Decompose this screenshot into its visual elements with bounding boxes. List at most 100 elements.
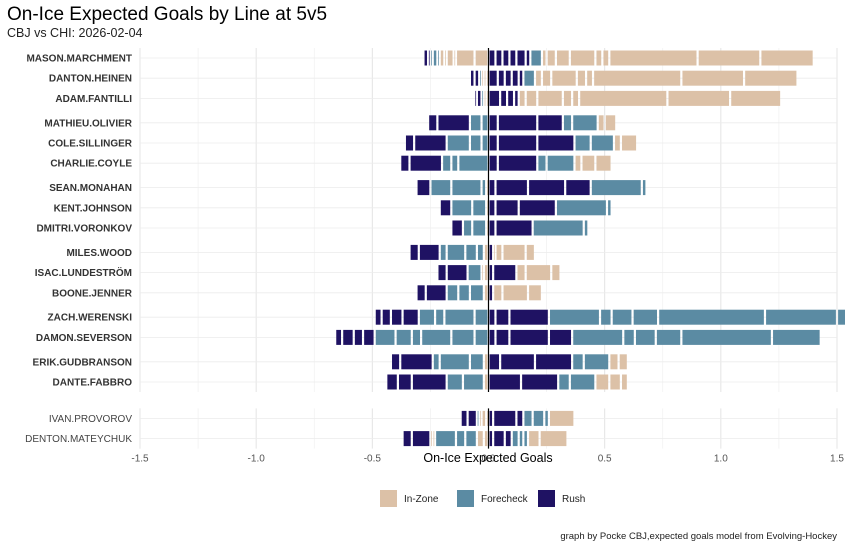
player-row: ISAC.LUNDESTRÖM — [35, 265, 837, 281]
shot-segment-in-zone — [484, 265, 488, 281]
shot-segment-in-zone — [552, 70, 576, 86]
shot-segment-in-zone — [519, 90, 525, 106]
shot-segment-rush — [501, 354, 534, 370]
shot-segment-forecheck — [573, 329, 623, 345]
shot-segment-rush — [410, 155, 441, 171]
player-label: SEAN.MONAHAN — [49, 183, 132, 194]
shot-segment-forecheck — [468, 265, 481, 281]
shot-segment-forecheck — [624, 329, 634, 345]
legend-label: In-Zone — [404, 494, 439, 505]
shot-segment-forecheck — [656, 329, 681, 345]
shot-segment-in-zone — [536, 70, 541, 86]
player-label: DANTE.FABBRO — [53, 378, 133, 389]
player-row: DANTON.HEINEN — [49, 70, 837, 86]
shot-segment-in-zone — [682, 70, 743, 86]
shot-segment-in-zone — [563, 90, 572, 106]
player-row: DANTE.FABBRO — [53, 374, 837, 390]
legend-swatch-forecheck — [457, 490, 474, 507]
player-row: COLE.SILLINGER — [48, 135, 837, 151]
player-label: CHARLIE.COYLE — [50, 159, 132, 170]
player-rows: MASON.MARCHMENT DANTON.HEINEN ADAM.FANTILL… — [25, 48, 845, 449]
shot-segment-rush — [375, 309, 381, 325]
shot-segment-in-zone — [484, 374, 488, 390]
shot-segment-rush — [468, 410, 476, 426]
shot-segment-rush — [489, 155, 497, 171]
shot-segment-in-zone — [570, 50, 595, 66]
shot-segment-rush — [410, 244, 418, 260]
shot-segment-forecheck — [445, 309, 474, 325]
shot-segment-rush — [417, 285, 425, 301]
shot-segment-forecheck — [533, 410, 544, 426]
shot-segment-forecheck — [464, 374, 483, 390]
shot-segment-in-zone — [543, 50, 546, 66]
shot-segment-forecheck — [396, 329, 411, 345]
shot-segment-rush — [526, 50, 530, 66]
shot-segment-rush — [522, 374, 558, 390]
shot-segment-rush — [494, 431, 504, 447]
shot-segment-rush — [489, 70, 497, 86]
shot-segment-in-zone — [596, 155, 611, 171]
shot-segment-forecheck — [452, 329, 474, 345]
legend: In-Zone Forecheck Rush — [380, 490, 585, 507]
shot-segment-rush — [498, 155, 537, 171]
x-axis: -1.5 -1.0 -0.5 0.0 0.5 1.0 1.5 — [131, 454, 844, 465]
shot-segment-in-zone — [598, 115, 604, 131]
shot-segment-forecheck — [473, 200, 486, 216]
shot-segment-forecheck — [452, 200, 472, 216]
shot-segment-forecheck — [438, 50, 439, 66]
shot-segment-in-zone — [622, 374, 627, 390]
shot-segment-forecheck — [452, 180, 481, 196]
shot-segment-rush — [471, 70, 474, 86]
shot-segment-rush — [538, 115, 562, 131]
chart-subtitle: CBJ vs CHI: 2026-02-04 — [7, 26, 143, 40]
shot-segment-rush — [496, 180, 527, 196]
shot-segment-forecheck — [447, 374, 462, 390]
shot-segment-rush — [343, 329, 353, 345]
shot-segment-rush — [426, 285, 446, 301]
shot-segment-in-zone — [610, 374, 620, 390]
shot-segment-rush — [452, 220, 462, 236]
shot-segment-in-zone — [529, 285, 541, 301]
shot-segment-in-zone — [538, 90, 562, 106]
shot-segment-forecheck — [773, 329, 820, 345]
shot-segment-forecheck — [466, 431, 476, 447]
shot-segment-rush — [496, 50, 502, 66]
shot-segment-forecheck — [531, 50, 541, 66]
player-label: BOONE.JENNER — [52, 288, 133, 299]
shot-segment-rush — [424, 50, 427, 66]
shot-segment-in-zone — [596, 50, 602, 66]
shot-segment-rush — [412, 374, 446, 390]
shot-segment-rush — [489, 200, 495, 216]
shot-segment-forecheck — [550, 309, 599, 325]
shot-segment-in-zone — [587, 70, 592, 86]
shot-segment-forecheck — [575, 135, 590, 151]
shot-segment-forecheck — [431, 50, 432, 66]
shot-segment-forecheck — [440, 354, 469, 370]
shot-segment-rush — [498, 70, 504, 86]
shot-segment-rush — [417, 180, 430, 196]
shot-segment-forecheck — [838, 309, 845, 325]
shot-segment-rush — [489, 374, 520, 390]
player-row: CHARLIE.COYLE — [50, 155, 837, 171]
shot-segment-in-zone — [731, 90, 781, 106]
shot-segment-rush — [475, 90, 477, 106]
legend-swatch-rush — [538, 490, 555, 507]
shot-segment-forecheck — [519, 431, 523, 447]
shot-segment-rush — [382, 309, 390, 325]
shot-segment-in-zone — [503, 285, 527, 301]
shot-segment-rush — [508, 90, 513, 106]
shot-segment-rush — [505, 431, 511, 447]
shot-segment-in-zone — [494, 285, 502, 301]
shot-segment-forecheck — [475, 309, 488, 325]
shot-segment-in-zone — [529, 431, 539, 447]
shot-segment-forecheck — [433, 50, 437, 66]
shot-segment-forecheck — [633, 309, 658, 325]
player-row: MATHIEU.OLIVIER — [44, 115, 837, 131]
shot-segment-in-zone — [482, 265, 484, 281]
shot-segment-in-zone — [610, 354, 618, 370]
player-row: MILES.WOOD — [66, 244, 837, 260]
shot-segment-forecheck — [482, 115, 488, 131]
shot-segment-rush — [538, 135, 574, 151]
shot-segment-forecheck — [556, 200, 606, 216]
shot-segment-forecheck — [559, 374, 569, 390]
